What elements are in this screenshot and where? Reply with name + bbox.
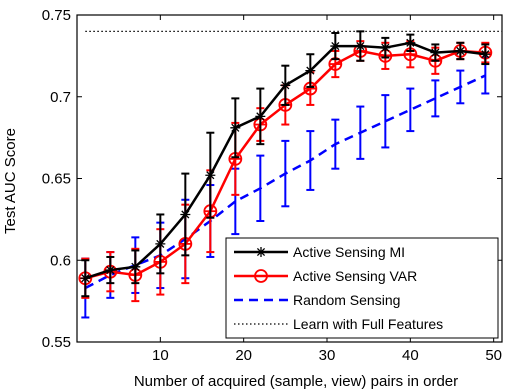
y-tick-label: 0.55: [42, 334, 71, 351]
legend: Active Sensing MI Active Sensing VAR Rando…: [225, 237, 499, 339]
y-axis: 0.55 0.6 0.65 0.7 0.75: [42, 7, 502, 351]
data-point-star: [405, 37, 416, 48]
data-point-star: [180, 209, 191, 220]
data-point-star: [330, 41, 341, 52]
x-axis-label: Number of acquired (sample, view) pairs …: [134, 373, 458, 390]
series-line: [84, 74, 486, 290]
y-axis-label: Test AUC Score: [2, 128, 19, 234]
data-point-star: [205, 170, 216, 181]
legend-item: Learn with Full Features: [234, 316, 443, 332]
data-point-star: [255, 111, 266, 122]
series-active-sensing-mi: [80, 30, 491, 298]
data-point-star: [305, 65, 316, 76]
data-point-star: [380, 42, 391, 53]
legend-item: Active Sensing MI: [234, 244, 405, 260]
legend-label: Active Sensing VAR: [293, 268, 417, 284]
legend-label: Active Sensing MI: [293, 244, 405, 260]
data-point-star: [105, 265, 116, 276]
y-tick-label: 0.6: [50, 252, 71, 269]
plot-area: [76, 14, 503, 343]
y-tick-label: 0.75: [42, 7, 71, 24]
x-tick-label: 10: [152, 347, 169, 364]
data-point-star: [280, 80, 291, 91]
data-point-star: [455, 45, 466, 56]
data-point-star: [80, 273, 91, 284]
x-tick-label: 30: [319, 347, 336, 364]
legend-marker: [256, 247, 266, 257]
legend-label: Random Sensing: [293, 292, 400, 308]
x-tick-label: 50: [485, 347, 502, 364]
legend-item: Random Sensing: [234, 292, 400, 308]
data-point-star: [130, 261, 141, 272]
x-tick-label: 40: [402, 347, 419, 364]
legend-item: Active Sensing VAR: [234, 268, 417, 284]
legend-marker: [254, 269, 268, 283]
data-point-star: [355, 41, 366, 52]
data-point-star: [230, 122, 241, 133]
legend-box: [225, 237, 499, 339]
data-point-star: [430, 47, 441, 58]
y-tick-label: 0.65: [42, 171, 71, 188]
data-point-star: [480, 49, 491, 60]
legend-label: Learn with Full Features: [293, 316, 443, 332]
y-tick-label: 0.7: [50, 89, 71, 106]
x-tick-label: 20: [235, 347, 252, 364]
data-point-star: [155, 238, 166, 249]
